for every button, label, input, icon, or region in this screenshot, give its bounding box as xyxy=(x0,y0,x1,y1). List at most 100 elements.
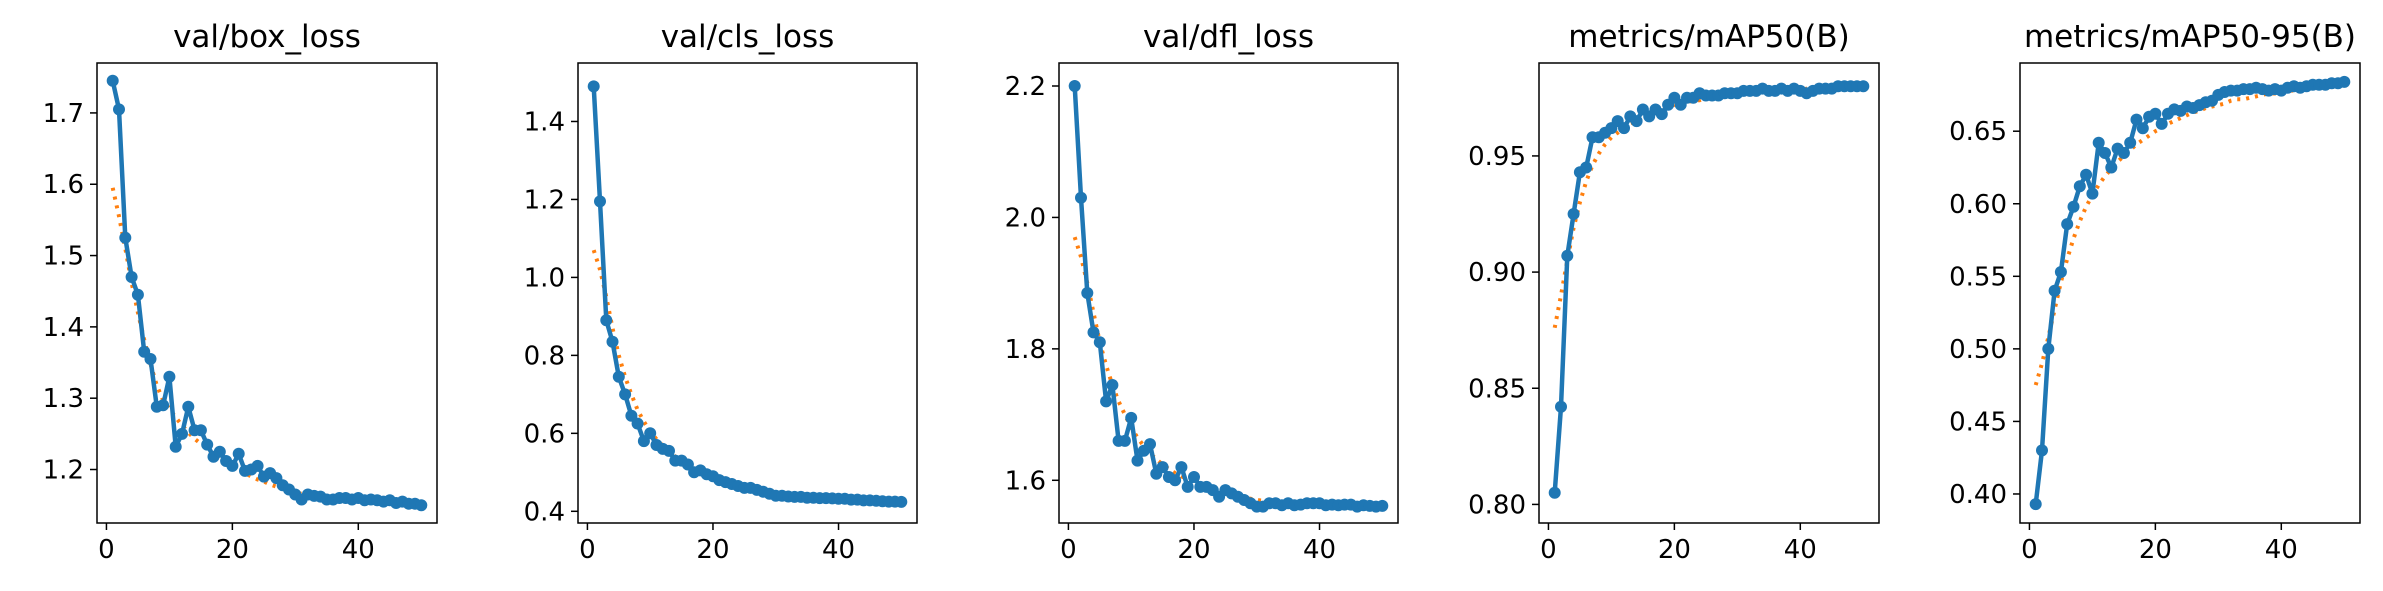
smooth-series-line xyxy=(1552,84,1864,329)
data-point xyxy=(895,495,908,508)
results-series-line xyxy=(2033,79,2345,505)
y-tick-label: 0.4 xyxy=(524,497,565,527)
y-tick-label: 1.0 xyxy=(524,263,565,293)
data-point xyxy=(2124,136,2137,149)
data-point xyxy=(144,353,157,365)
panel-title: val/cls_loss xyxy=(661,19,835,55)
data-point xyxy=(2149,107,2162,120)
x-tick-label: 0 xyxy=(1060,535,1077,565)
y-tick-label: 0.6 xyxy=(524,419,565,449)
panel-2: val/cls_loss 0 20 40 0.4 0.6 0.8 1.0 1.2 1.4 xyxy=(524,19,918,565)
smooth-series-line xyxy=(2033,82,2345,386)
x-tick-label: 40 xyxy=(2265,535,2298,565)
data-point xyxy=(1175,461,1188,474)
x-tick-label: 40 xyxy=(1784,535,1817,565)
data-point xyxy=(1075,191,1087,204)
data-point xyxy=(2042,342,2055,355)
x-tick-label: 40 xyxy=(342,535,375,565)
x-tick-label: 20 xyxy=(1177,535,1210,565)
data-point xyxy=(2061,218,2074,231)
y-tick-label: 0.50 xyxy=(1949,335,2007,365)
data-point xyxy=(612,370,625,383)
y-tick-label: 0.8 xyxy=(524,341,565,371)
panel-title: val/dfl_loss xyxy=(1143,19,1314,55)
axes-frame xyxy=(2019,62,2361,524)
x-tick-label: 0 xyxy=(1540,535,1557,565)
x-tick-label: 20 xyxy=(2139,535,2172,565)
data-point xyxy=(644,427,657,440)
data-point xyxy=(2086,187,2099,200)
data-point xyxy=(1555,400,1567,413)
panel-title: metrics/mAP50-95(B) xyxy=(2024,19,2356,55)
data-point xyxy=(232,447,245,460)
data-point xyxy=(1156,461,1169,474)
data-point xyxy=(1630,115,1643,128)
data-point xyxy=(631,417,644,430)
data-point xyxy=(1580,161,1593,174)
data-point xyxy=(1181,480,1194,493)
data-point xyxy=(1144,438,1156,451)
data-point xyxy=(2136,122,2149,135)
smooth-series-line xyxy=(1072,236,1383,508)
y-tick-label: 0.65 xyxy=(1949,117,2007,147)
data-point xyxy=(594,195,606,208)
data-point xyxy=(1118,434,1131,447)
y-tick-label: 1.4 xyxy=(524,107,565,137)
smooth-series-line xyxy=(591,249,902,504)
data-point xyxy=(1655,108,1668,121)
data-point xyxy=(1106,379,1119,391)
y-tick-label: 1.5 xyxy=(43,242,84,272)
y-tick-label: 1.8 xyxy=(1005,335,1046,365)
y-tick-label: 0.40 xyxy=(1949,480,2007,510)
data-point xyxy=(2054,266,2067,278)
data-point xyxy=(2073,180,2086,193)
data-point xyxy=(1100,395,1113,408)
data-point xyxy=(1131,454,1144,467)
data-point xyxy=(194,424,207,437)
y-tick-label: 0.80 xyxy=(1468,490,1526,520)
data-point xyxy=(2099,147,2111,159)
data-point xyxy=(606,335,619,348)
data-point xyxy=(169,440,182,453)
data-point xyxy=(131,288,144,301)
y-tick-label: 0.90 xyxy=(1468,258,1526,288)
data-point xyxy=(2105,161,2118,174)
data-point xyxy=(2130,113,2143,126)
axes-frame xyxy=(1058,62,1399,524)
data-point xyxy=(2080,168,2093,181)
data-point xyxy=(1567,208,1580,220)
x-tick-label: 20 xyxy=(216,535,249,565)
panel-4: metrics/mAP50(B) 0 20 40 0.80 0.85 0.90 0.95 xyxy=(1468,19,1880,565)
data-point xyxy=(2338,75,2351,88)
data-point xyxy=(106,74,119,87)
panel-3: val/dfl_loss 0 20 40 1.6 1.8 2.0 2.2 xyxy=(1005,19,1399,565)
data-point xyxy=(2067,200,2080,213)
x-tick-label: 0 xyxy=(98,535,115,565)
y-tick-label: 1.2 xyxy=(43,456,84,486)
data-point xyxy=(1548,486,1561,499)
data-point xyxy=(663,444,675,457)
data-point xyxy=(600,314,613,327)
data-point xyxy=(213,445,226,458)
y-tick-label: 1.4 xyxy=(43,313,84,343)
data-point xyxy=(163,370,176,383)
data-point xyxy=(119,231,132,244)
panel-1: val/box_loss 0 20 40 1.2 1.3 1.4 1.5 1.6 1.7 xyxy=(43,19,438,565)
data-point xyxy=(1125,411,1138,424)
data-point xyxy=(1169,474,1182,487)
y-tick-label: 1.3 xyxy=(43,384,84,414)
x-tick-label: 20 xyxy=(1658,535,1691,565)
axes-frame xyxy=(1538,62,1880,524)
data-point xyxy=(1087,326,1100,339)
data-point xyxy=(2029,498,2042,511)
smooth-series-line xyxy=(110,187,422,506)
x-tick-label: 40 xyxy=(1303,535,1336,565)
y-tick-label: 0.85 xyxy=(1468,374,1526,404)
data-point xyxy=(1188,471,1200,483)
y-tick-label: 2.2 xyxy=(1005,72,1046,102)
y-tick-label: 0.55 xyxy=(1949,262,2007,292)
data-point xyxy=(1618,122,1630,135)
data-point xyxy=(1068,80,1081,92)
data-point xyxy=(201,438,214,451)
data-point xyxy=(415,499,428,512)
